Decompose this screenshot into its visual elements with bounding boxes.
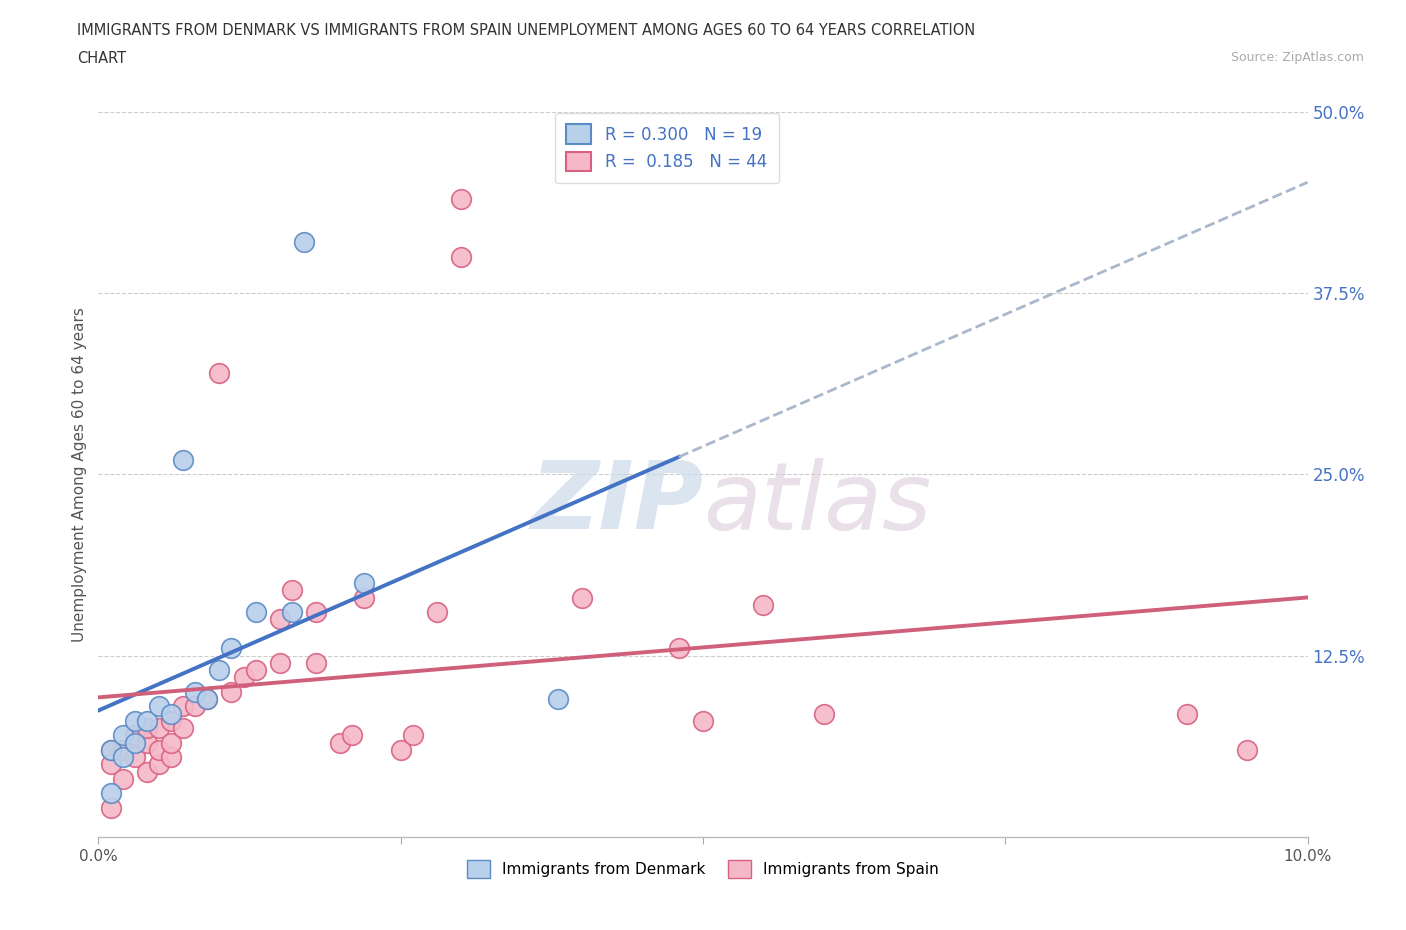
Point (269, 612, 291, 627)
Point (281, 583, 304, 598)
Point (100, 786, 122, 801)
Point (221, 641, 243, 656)
Point (245, 604, 267, 619)
Point (160, 750, 183, 764)
Point (305, 604, 328, 619)
Point (353, 576, 375, 591)
Point (124, 713, 146, 728)
Point (124, 728, 146, 743)
Point (692, 713, 714, 728)
Point (813, 706, 835, 721)
Point (148, 757, 170, 772)
Point (184, 699, 207, 714)
Text: ZIP: ZIP (530, 458, 703, 550)
Point (752, 597, 775, 612)
Point (245, 663, 267, 678)
Point (450, 249, 472, 264)
Point (402, 728, 425, 743)
Point (135, 721, 157, 736)
Point (195, 692, 218, 707)
Point (160, 706, 183, 721)
Point (135, 736, 157, 751)
Point (111, 728, 134, 743)
Point (195, 692, 218, 707)
Point (148, 742, 170, 757)
Point (208, 365, 231, 380)
Legend: Immigrants from Denmark, Immigrants from Spain: Immigrants from Denmark, Immigrants from… (461, 854, 945, 883)
Text: CHART: CHART (77, 51, 127, 66)
Point (450, 192, 472, 206)
Point (172, 721, 194, 736)
Point (221, 684, 243, 699)
Point (111, 772, 134, 787)
Point (1236, 742, 1258, 757)
Point (668, 641, 690, 656)
Text: atlas: atlas (703, 458, 931, 549)
Point (100, 801, 122, 816)
Point (232, 670, 254, 684)
Point (124, 736, 146, 751)
Point (160, 736, 183, 751)
Point (547, 692, 569, 707)
Text: Source: ZipAtlas.com: Source: ZipAtlas.com (1230, 51, 1364, 64)
Point (172, 699, 194, 714)
Point (135, 764, 157, 779)
Point (148, 699, 170, 714)
Point (111, 742, 134, 757)
Point (100, 757, 122, 772)
Point (160, 713, 183, 728)
Point (281, 604, 304, 619)
Point (426, 604, 449, 619)
Point (124, 750, 146, 764)
Point (208, 663, 231, 678)
Point (269, 656, 291, 671)
Point (100, 742, 122, 757)
Point (292, 234, 315, 249)
Y-axis label: Unemployment Among Ages 60 to 64 years: Unemployment Among Ages 60 to 64 years (72, 307, 87, 642)
Point (305, 656, 328, 671)
Point (111, 750, 134, 764)
Point (135, 713, 157, 728)
Point (1175, 706, 1198, 721)
Point (353, 591, 375, 605)
Point (571, 591, 593, 605)
Point (172, 452, 194, 467)
Point (148, 721, 170, 736)
Point (184, 684, 207, 699)
Point (389, 742, 412, 757)
Point (100, 742, 122, 757)
Point (329, 736, 352, 751)
Text: IMMIGRANTS FROM DENMARK VS IMMIGRANTS FROM SPAIN UNEMPLOYMENT AMONG AGES 60 TO 6: IMMIGRANTS FROM DENMARK VS IMMIGRANTS FR… (77, 23, 976, 38)
Point (342, 728, 364, 743)
